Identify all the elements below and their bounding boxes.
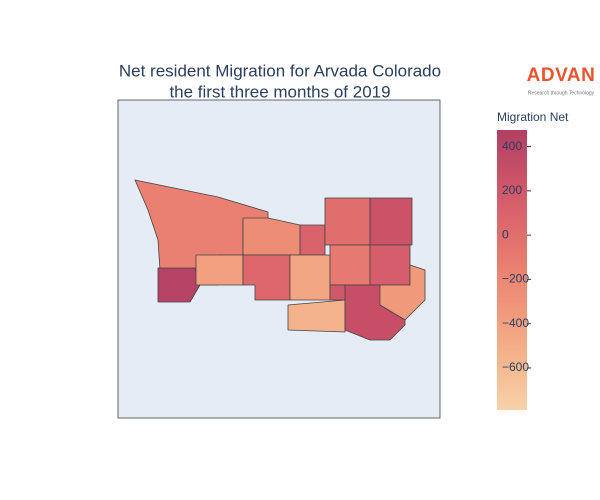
colorbar-tick-label: −400: [502, 316, 529, 330]
region: [157, 267, 201, 303]
colorbar-title: Migration Net: [497, 110, 569, 124]
region: [369, 197, 413, 246]
colorbar: [497, 130, 527, 410]
region: [344, 284, 406, 341]
colorbar-tick-label: −200: [502, 272, 529, 286]
region: [329, 284, 346, 301]
chart-title: Net resident Migration for Arvada Colora…: [119, 61, 441, 80]
chart-title: the first three months of 2019: [169, 82, 390, 101]
region: [287, 299, 346, 333]
region: [195, 254, 244, 286]
region: [324, 197, 371, 246]
logo-tagline: Research through Technology: [528, 90, 595, 96]
region: [299, 224, 326, 256]
region: [369, 244, 411, 286]
region: [242, 217, 301, 256]
colorbar-tick-label: 400: [502, 139, 522, 153]
region: [329, 244, 371, 286]
colorbar-tick-label: −600: [502, 360, 529, 374]
colorbar-tick-label: 200: [502, 183, 522, 197]
logo: ADVAN: [527, 65, 596, 86]
region: [289, 254, 331, 301]
colorbar-tick-label: 0: [502, 227, 509, 241]
